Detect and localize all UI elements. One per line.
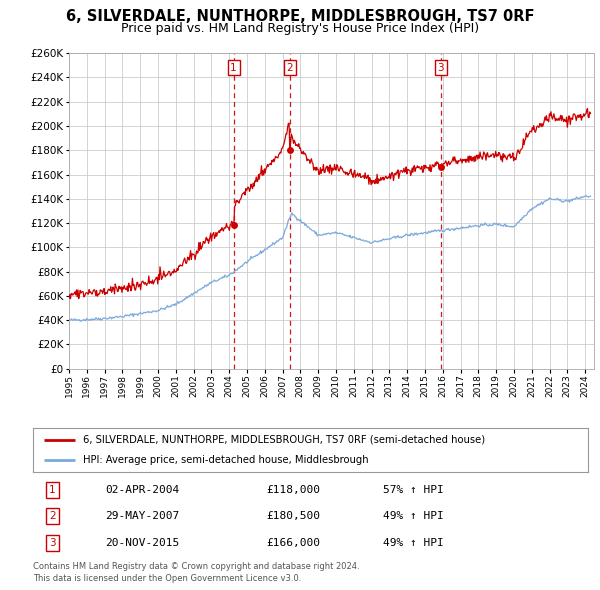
Text: Price paid vs. HM Land Registry's House Price Index (HPI): Price paid vs. HM Land Registry's House … bbox=[121, 22, 479, 35]
Text: 2: 2 bbox=[287, 63, 293, 73]
Text: 1: 1 bbox=[49, 485, 56, 495]
Text: 49% ↑ HPI: 49% ↑ HPI bbox=[383, 537, 443, 548]
Text: £180,500: £180,500 bbox=[266, 512, 320, 521]
Text: 49% ↑ HPI: 49% ↑ HPI bbox=[383, 512, 443, 521]
Text: Contains HM Land Registry data © Crown copyright and database right 2024.: Contains HM Land Registry data © Crown c… bbox=[33, 562, 359, 571]
Text: 02-APR-2004: 02-APR-2004 bbox=[105, 485, 179, 495]
Text: 3: 3 bbox=[49, 537, 56, 548]
Text: 57% ↑ HPI: 57% ↑ HPI bbox=[383, 485, 443, 495]
Text: 3: 3 bbox=[437, 63, 444, 73]
Text: 20-NOV-2015: 20-NOV-2015 bbox=[105, 537, 179, 548]
Text: 1: 1 bbox=[230, 63, 237, 73]
Text: HPI: Average price, semi-detached house, Middlesbrough: HPI: Average price, semi-detached house,… bbox=[83, 455, 368, 465]
Text: £118,000: £118,000 bbox=[266, 485, 320, 495]
Text: 6, SILVERDALE, NUNTHORPE, MIDDLESBROUGH, TS7 0RF: 6, SILVERDALE, NUNTHORPE, MIDDLESBROUGH,… bbox=[66, 9, 534, 24]
Text: This data is licensed under the Open Government Licence v3.0.: This data is licensed under the Open Gov… bbox=[33, 574, 301, 583]
Text: 29-MAY-2007: 29-MAY-2007 bbox=[105, 512, 179, 521]
Text: 6, SILVERDALE, NUNTHORPE, MIDDLESBROUGH, TS7 0RF (semi-detached house): 6, SILVERDALE, NUNTHORPE, MIDDLESBROUGH,… bbox=[83, 435, 485, 445]
Text: £166,000: £166,000 bbox=[266, 537, 320, 548]
Text: 2: 2 bbox=[49, 512, 56, 521]
